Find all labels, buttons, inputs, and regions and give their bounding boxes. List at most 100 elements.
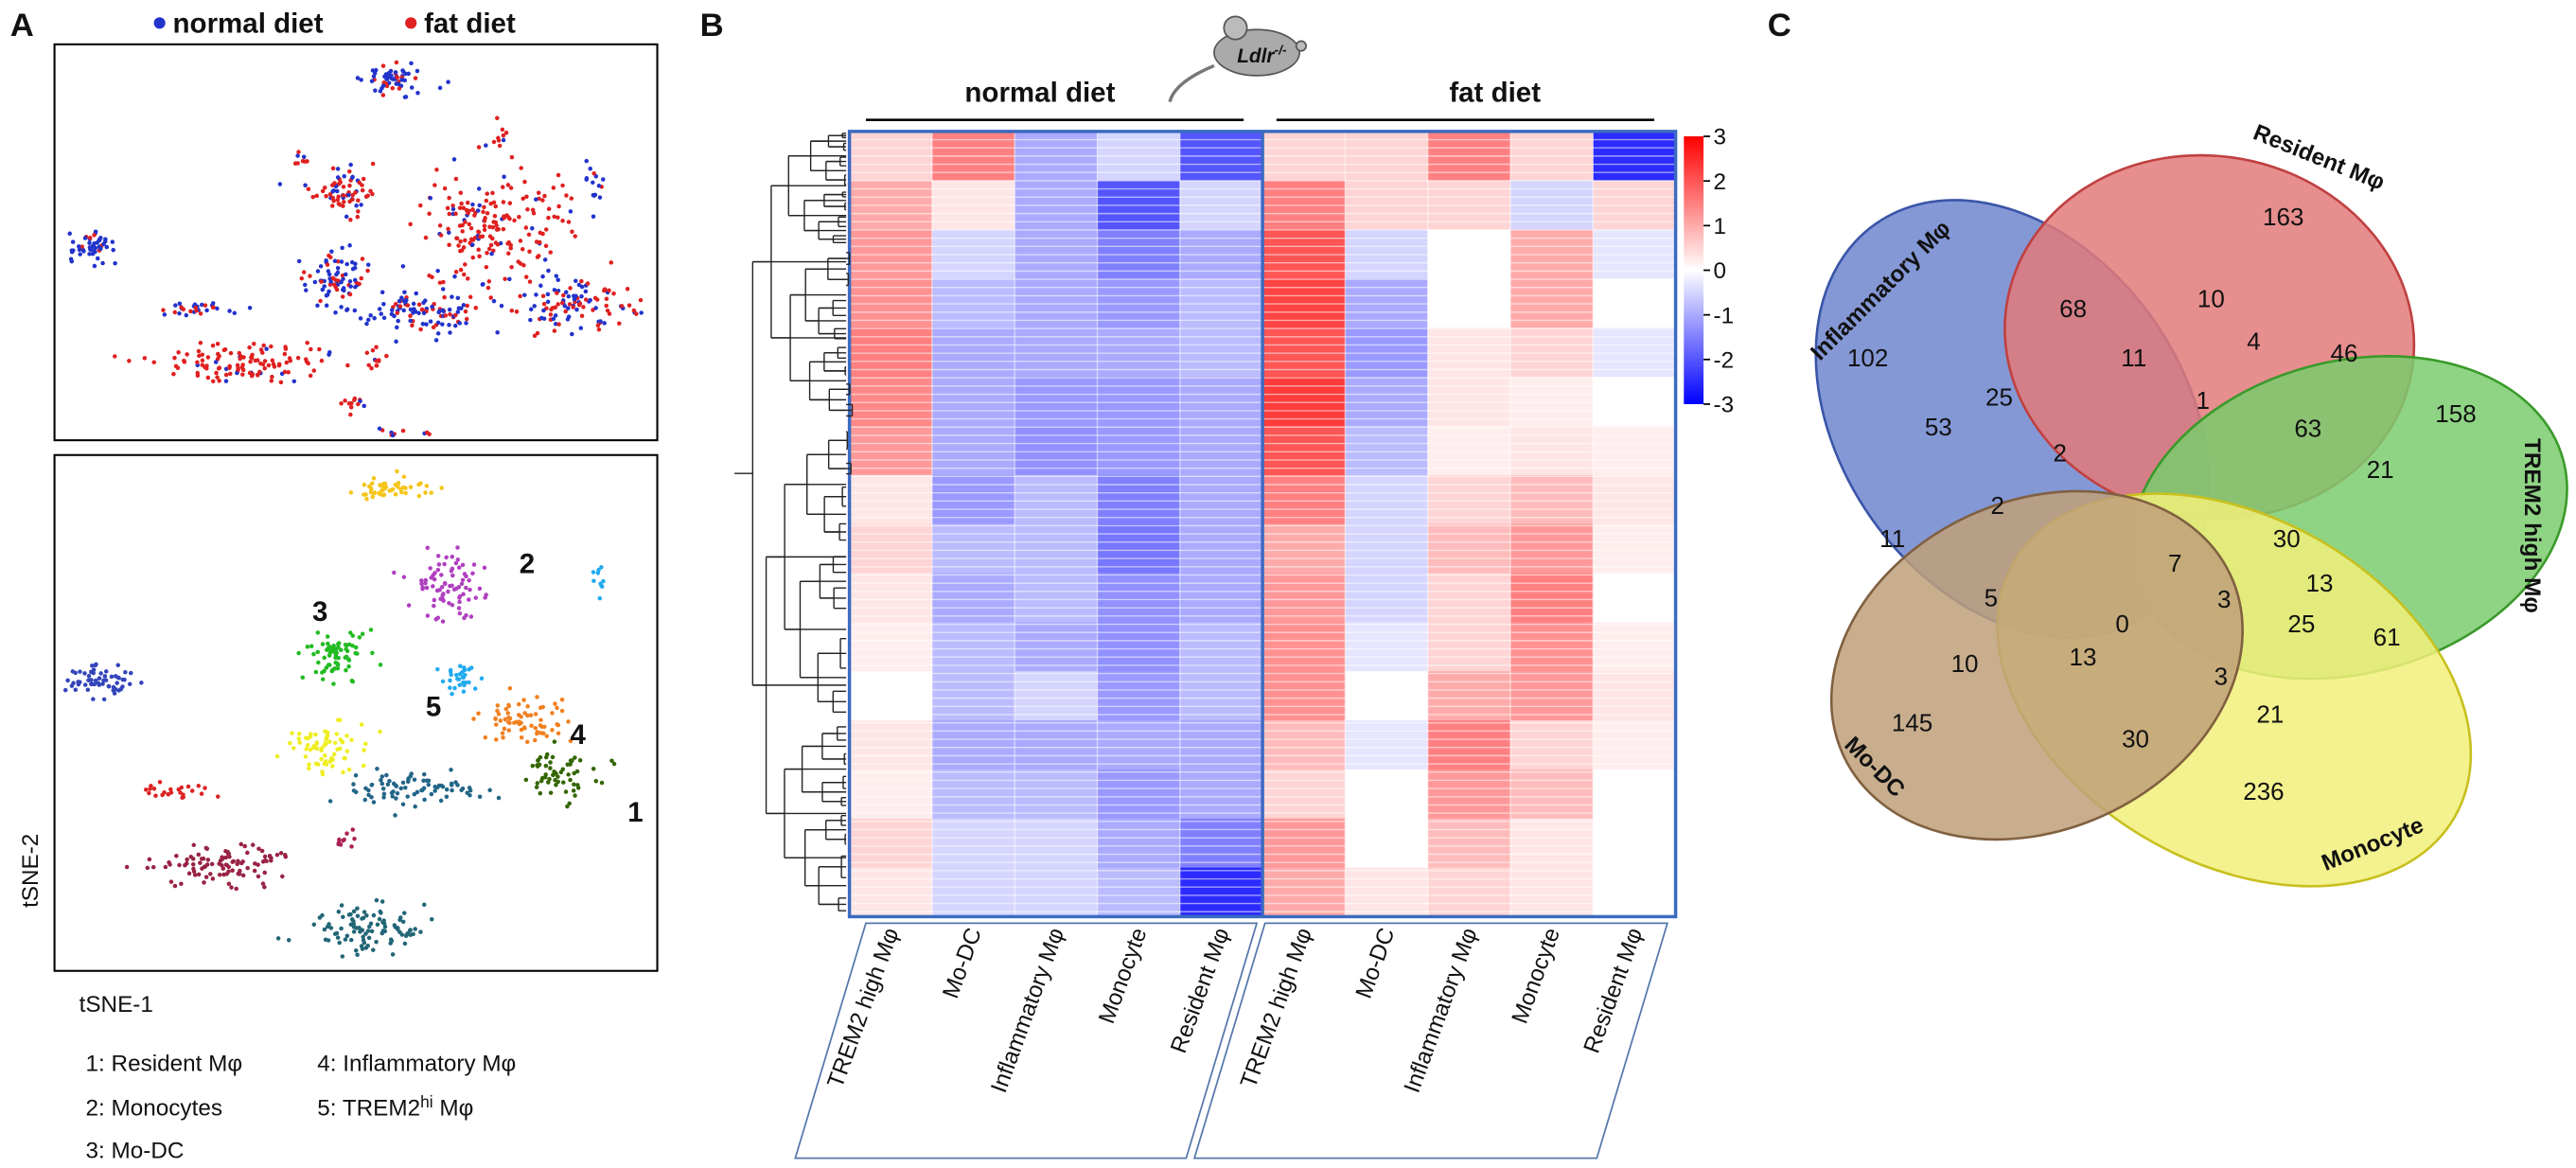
venn-count: 4 bbox=[2247, 327, 2260, 356]
cell-dot bbox=[543, 763, 549, 769]
cell-dot bbox=[423, 490, 428, 495]
venn-count: 7 bbox=[2168, 549, 2181, 577]
heat-cell bbox=[1345, 474, 1429, 525]
cell-dot bbox=[73, 670, 79, 676]
cell-dot bbox=[482, 227, 487, 233]
cell-dot bbox=[514, 309, 520, 314]
cell-dot bbox=[332, 258, 338, 264]
cell-dot bbox=[447, 601, 451, 606]
cell-dot bbox=[337, 837, 342, 842]
cell-dot bbox=[556, 722, 561, 728]
cell-dot bbox=[311, 651, 316, 657]
cell-dot bbox=[322, 927, 327, 932]
cell-dot bbox=[177, 301, 183, 306]
cell-dot bbox=[462, 272, 467, 277]
cell-dot bbox=[250, 842, 256, 847]
cell-dot bbox=[579, 293, 584, 299]
cell-dot bbox=[443, 313, 449, 318]
cell-dot bbox=[226, 881, 232, 887]
venn-count: 53 bbox=[1925, 413, 1952, 441]
dendrogram bbox=[804, 866, 847, 906]
cell-dot bbox=[311, 368, 317, 373]
cell-dot bbox=[426, 782, 432, 788]
venn-count: 25 bbox=[2287, 610, 2315, 638]
cell-dot bbox=[486, 246, 492, 252]
cell-dot bbox=[518, 293, 522, 299]
heat-cell bbox=[1179, 769, 1263, 820]
cell-dot bbox=[501, 137, 506, 143]
mouse-icon bbox=[1168, 15, 1307, 103]
cell-dot bbox=[309, 644, 314, 649]
venn-count: 11 bbox=[1879, 524, 1905, 553]
cell-dot bbox=[335, 665, 341, 671]
cell-dot bbox=[344, 307, 350, 312]
cell-dot bbox=[442, 294, 447, 300]
cell-dot bbox=[461, 205, 466, 210]
cell-dot bbox=[112, 691, 117, 696]
legend-label: normal diet bbox=[173, 9, 324, 40]
colorbar-label: 0 bbox=[1714, 258, 1727, 284]
dendrogram bbox=[823, 191, 847, 198]
cell-dot bbox=[175, 365, 181, 371]
cell-dot bbox=[344, 214, 349, 220]
cell-dot bbox=[215, 356, 221, 362]
heat-cell bbox=[1509, 474, 1594, 525]
cell-dot bbox=[441, 279, 446, 285]
cell-dot bbox=[422, 902, 427, 908]
cell-dot bbox=[349, 678, 355, 683]
cell-dot bbox=[516, 701, 521, 707]
cell-dot bbox=[256, 862, 260, 867]
cell-dot bbox=[432, 576, 437, 582]
cell-dot bbox=[450, 554, 455, 559]
panel-a: A tSNE-2 tSNE-1 normal diet fat diet 1 2 3 4 5… bbox=[10, 8, 659, 1164]
cell-dot bbox=[353, 947, 359, 953]
heat-cell bbox=[1345, 769, 1429, 820]
cell-dot bbox=[174, 853, 179, 858]
cell-dot bbox=[223, 855, 228, 860]
cell-dot bbox=[533, 712, 538, 717]
cell-dot bbox=[369, 782, 375, 788]
cell-dot bbox=[360, 631, 365, 637]
cell-dot bbox=[424, 585, 430, 591]
cell-dot bbox=[320, 287, 326, 292]
dendrogram bbox=[827, 273, 850, 287]
dendrogram bbox=[803, 221, 847, 240]
cell-dot bbox=[354, 926, 360, 930]
heat-cell bbox=[1015, 769, 1099, 820]
cell-dot bbox=[535, 695, 539, 699]
cluster-label: 3 bbox=[312, 596, 327, 628]
cell-dot bbox=[172, 883, 178, 889]
cell-dot bbox=[400, 428, 406, 434]
cell-dot bbox=[197, 353, 202, 359]
cell-dot bbox=[390, 794, 396, 799]
cell-dot bbox=[427, 211, 432, 217]
cell-dot bbox=[453, 176, 459, 182]
cell-dot bbox=[334, 732, 340, 736]
heat-cell bbox=[1593, 769, 1677, 820]
dendrogram bbox=[821, 796, 847, 806]
cell-dot bbox=[326, 641, 330, 646]
cell-dot bbox=[336, 841, 342, 845]
cell-dot bbox=[506, 702, 511, 708]
heat-cell bbox=[1345, 622, 1429, 672]
cell-dot bbox=[351, 782, 356, 787]
cell-dot bbox=[500, 731, 505, 735]
cell-dot bbox=[506, 239, 512, 245]
cell-dot bbox=[100, 681, 105, 686]
cell-dot bbox=[196, 872, 202, 877]
venn-count: 3 bbox=[2214, 663, 2228, 691]
cell-dot bbox=[583, 297, 589, 302]
venn-count: 0 bbox=[2115, 610, 2128, 638]
cell-dot bbox=[324, 258, 328, 263]
cell-dot bbox=[324, 735, 329, 740]
cell-dot bbox=[331, 282, 337, 287]
cell-dot bbox=[573, 793, 577, 798]
cell-dot bbox=[461, 592, 466, 597]
cell-dot bbox=[346, 192, 351, 198]
cell-dot bbox=[542, 257, 548, 262]
heat-cell bbox=[931, 474, 1015, 525]
cell-dot bbox=[271, 362, 276, 367]
dendrogram bbox=[821, 775, 847, 789]
dendrogram bbox=[819, 897, 847, 911]
cell-dot bbox=[421, 300, 426, 306]
